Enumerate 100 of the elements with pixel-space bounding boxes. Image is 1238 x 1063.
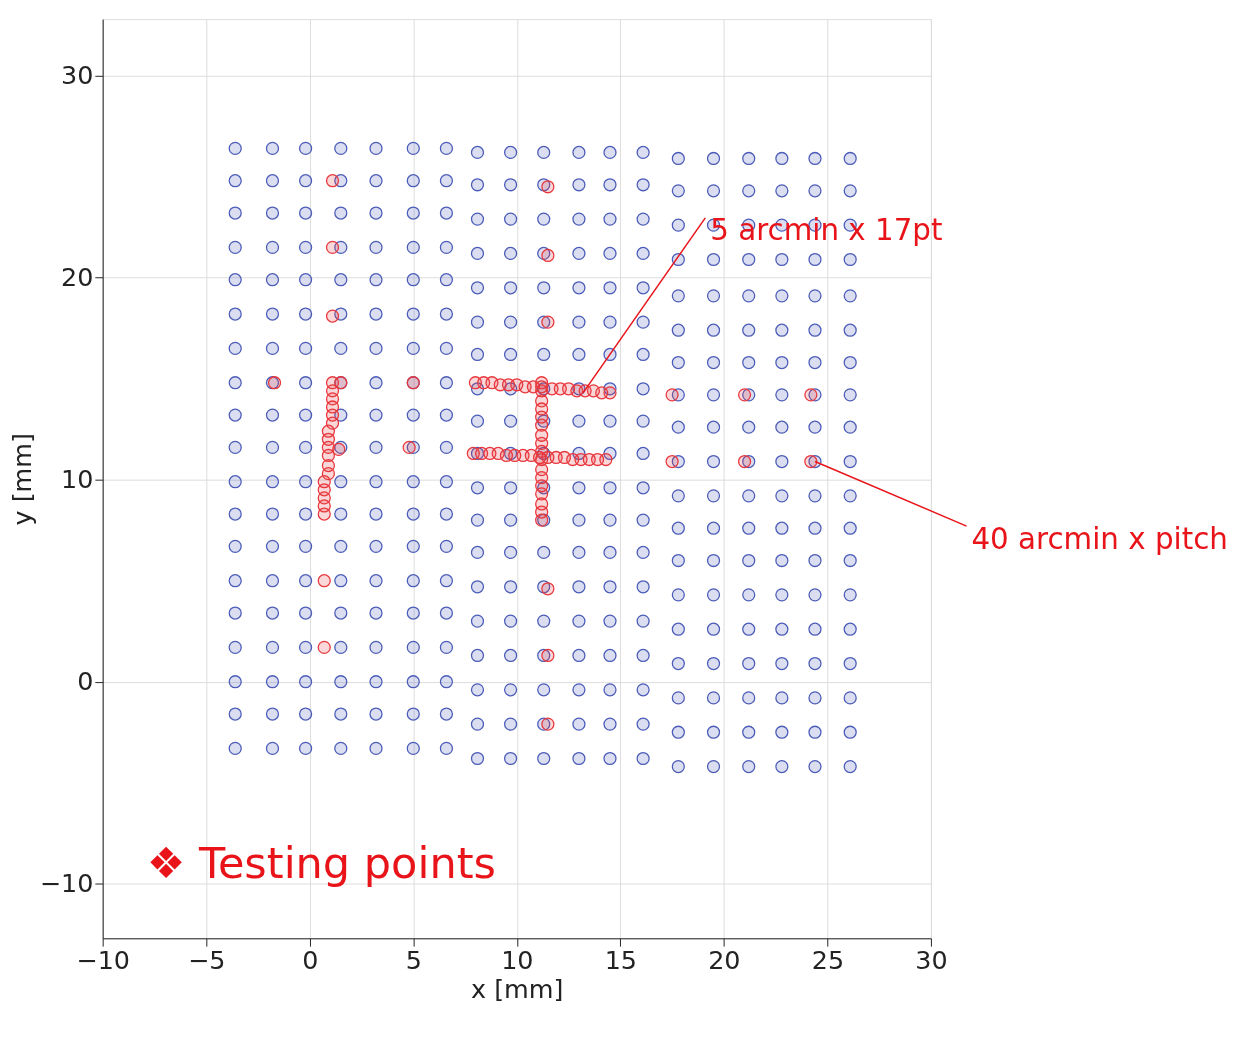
x-axis-title: x [mm]: [471, 974, 564, 1005]
point: [503, 513, 518, 527]
point: [671, 725, 685, 739]
point: [439, 206, 454, 220]
point: [775, 691, 789, 705]
point: [572, 481, 586, 495]
point: [671, 420, 685, 434]
point: [503, 315, 518, 329]
point: [742, 323, 756, 337]
point: [636, 178, 650, 192]
point: [572, 315, 586, 329]
point: [406, 174, 420, 188]
point: [298, 273, 313, 287]
point: [843, 252, 857, 267]
point: [503, 414, 518, 428]
point: [775, 725, 789, 739]
point: [636, 648, 650, 663]
point: [298, 341, 313, 356]
point: [265, 341, 280, 356]
point: [298, 440, 313, 454]
point: [742, 355, 756, 370]
point: [671, 489, 685, 503]
annotation: ❖ Testing points: [146, 837, 496, 888]
point: [369, 341, 383, 356]
point: [439, 707, 454, 721]
point: [537, 545, 551, 560]
point: [439, 539, 454, 553]
point: [808, 588, 822, 602]
point: [265, 640, 280, 654]
y-axis-title: y [mm]: [6, 432, 37, 526]
point: [298, 539, 313, 553]
point: [706, 521, 721, 535]
point: [439, 240, 454, 254]
point: [298, 741, 313, 756]
point: [265, 206, 280, 220]
point: [671, 218, 685, 232]
point: [603, 648, 617, 663]
point: [572, 513, 586, 527]
point: [369, 307, 383, 321]
point: [808, 521, 822, 535]
point: [334, 141, 348, 155]
point: [369, 574, 383, 588]
point: [603, 513, 617, 527]
point: [843, 489, 857, 503]
point: [742, 725, 756, 739]
point: [406, 707, 420, 721]
point: [439, 741, 454, 756]
point: [742, 521, 756, 535]
point: [603, 145, 617, 160]
point: [808, 622, 822, 636]
x-tick-label: 25: [811, 945, 845, 976]
point: [636, 414, 650, 428]
point: [537, 347, 551, 362]
point: [636, 545, 650, 560]
point: [808, 420, 822, 434]
point: [742, 588, 756, 602]
point: [537, 145, 551, 160]
point: [470, 580, 485, 594]
point: [706, 588, 721, 602]
point: [706, 355, 721, 370]
point: [369, 741, 383, 756]
point: [742, 489, 756, 503]
point: [636, 347, 650, 362]
point: [369, 707, 383, 721]
point: [439, 341, 454, 356]
point: [572, 614, 586, 628]
point: [843, 622, 857, 636]
point: [439, 408, 454, 422]
point: [671, 323, 685, 337]
point: [228, 675, 242, 689]
point: [503, 717, 518, 731]
point: [843, 151, 857, 166]
point: [228, 440, 242, 454]
point: [742, 691, 756, 705]
point: [334, 606, 348, 620]
point: [503, 281, 518, 295]
point: [334, 206, 348, 220]
point: [706, 454, 721, 469]
point: [470, 145, 485, 160]
point: [406, 273, 420, 287]
point: [706, 725, 721, 739]
point: [636, 212, 650, 226]
point: [775, 184, 789, 198]
point: [298, 640, 313, 654]
point: [808, 151, 822, 166]
point: [636, 446, 650, 461]
point: [742, 553, 756, 568]
point: [334, 539, 348, 553]
point: [775, 151, 789, 166]
point: [265, 408, 280, 422]
point: [671, 553, 685, 568]
point: [369, 539, 383, 553]
point: [572, 347, 586, 362]
point: [572, 751, 586, 766]
point: [775, 323, 789, 337]
y-tick-label: 0: [77, 666, 94, 697]
point: [603, 281, 617, 295]
point: [742, 184, 756, 198]
point: [334, 675, 348, 689]
point: [706, 252, 721, 267]
